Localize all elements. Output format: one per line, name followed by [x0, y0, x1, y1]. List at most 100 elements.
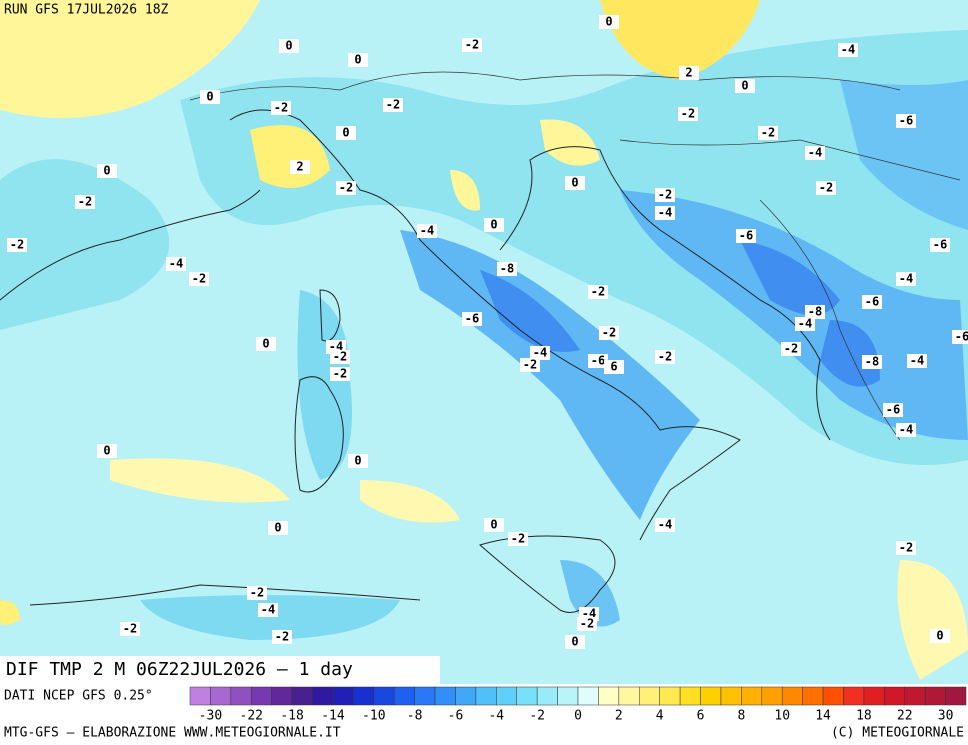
label-box	[896, 272, 916, 286]
label-box	[679, 66, 699, 80]
contour-label: -2	[78, 195, 92, 209]
colorbar-label: -4	[488, 709, 504, 724]
label-box	[838, 43, 858, 57]
contour-label: -6	[465, 312, 479, 326]
contour-label: -6	[899, 114, 913, 128]
colorbar-swatch	[720, 686, 742, 706]
contour-label: -4	[420, 224, 434, 238]
contour-label: 0	[936, 629, 943, 643]
label-box	[166, 257, 186, 271]
contour-label: -8	[865, 355, 879, 369]
contour-label: -4	[798, 317, 812, 331]
field-title: DIF TMP 2 M 06Z22JUL2026 – 1 day	[6, 659, 353, 680]
colorbar-label: -8	[407, 709, 423, 724]
label-box	[484, 218, 504, 232]
label-box	[930, 629, 950, 643]
label-box	[200, 90, 220, 104]
contour-label: 0	[262, 337, 269, 351]
label-box	[930, 238, 950, 252]
label-box	[7, 238, 27, 252]
label-box	[588, 285, 608, 299]
contour-label: -6	[739, 229, 753, 243]
contour-label: 0	[342, 126, 349, 140]
colorbar-swatch	[945, 686, 967, 706]
colorbar-swatch	[924, 686, 946, 706]
colorbar-label: -14	[321, 709, 345, 724]
colorbar-swatch	[761, 686, 783, 706]
colorbar-swatch	[496, 686, 517, 706]
contour-label: 0	[274, 521, 281, 535]
colorbar-swatch	[863, 686, 885, 706]
colorbar: -30 -22 -18 -14 -10 -8 -6 -4 -2 0 2 4 6 8 10 14 18 22 30	[189, 686, 967, 724]
colorbar-swatch	[373, 686, 395, 706]
label-box	[120, 622, 140, 636]
colorbar-swatch	[904, 686, 926, 706]
label-box	[655, 188, 675, 202]
label-box	[348, 454, 368, 468]
contour-label: -4	[910, 354, 924, 368]
contour-label: -2	[333, 367, 347, 381]
label-box	[256, 337, 276, 351]
label-box	[484, 518, 504, 532]
colorbar-swatch	[210, 686, 232, 706]
colorbar-label: -2	[529, 709, 545, 724]
contour-label: -4	[899, 272, 913, 286]
label-box	[330, 367, 350, 381]
colorbar-swatch	[577, 686, 599, 706]
contour-label: -4	[808, 146, 822, 160]
label-box	[896, 541, 916, 555]
contour-label: -2	[10, 238, 24, 252]
colorbar-label: 30	[938, 709, 954, 724]
label-box	[599, 326, 619, 340]
label-box	[678, 107, 698, 121]
label-box	[97, 444, 117, 458]
label-box	[565, 635, 585, 649]
contour-label: -2	[523, 358, 537, 372]
colorbar-swatch	[312, 686, 334, 706]
colorbar-swatch	[598, 686, 620, 706]
source-text: DATI NCEP GFS 0.25°	[4, 689, 153, 704]
contour-label: -2	[899, 541, 913, 555]
colorbar-swatch	[802, 686, 824, 706]
copyright-text: (C) METEOGIORNALE	[831, 726, 964, 741]
label-box	[577, 617, 597, 631]
contour-label: 0	[490, 218, 497, 232]
label-box	[520, 358, 540, 372]
colorbar-swatch	[618, 686, 640, 706]
colorbar-swatch	[414, 686, 436, 706]
label-box	[883, 403, 903, 417]
borders	[189, 71, 961, 441]
colorbar-swatch	[332, 686, 354, 706]
label-box	[462, 312, 482, 326]
contour-label: -4	[658, 518, 672, 532]
colorbar-swatch	[781, 686, 803, 706]
colorbar-swatch	[822, 686, 844, 706]
label-box	[896, 114, 916, 128]
label-box	[655, 518, 675, 532]
contour-label: -2	[784, 342, 798, 356]
contour-label: 0	[490, 518, 497, 532]
label-box	[75, 195, 95, 209]
contour-label: -6	[865, 295, 879, 309]
contour-label: 0	[571, 176, 578, 190]
contour-label: -6	[886, 403, 900, 417]
contour-label: -2	[250, 586, 264, 600]
label-box	[268, 521, 288, 535]
label-box	[271, 101, 291, 115]
contour-label: -2	[591, 285, 605, 299]
contour-label: -2	[339, 181, 353, 195]
run-title: RUN GFS 17JUL2026 18Z	[4, 3, 169, 18]
contour-label: -2	[819, 181, 833, 195]
contour-label: -2	[333, 350, 347, 364]
colorbar-label: -6	[448, 709, 464, 724]
contour-label: -2	[275, 630, 289, 644]
contour-label: -4	[899, 423, 913, 437]
label-box	[279, 39, 299, 53]
colorbar-swatch	[291, 686, 313, 706]
contour-label: -2	[681, 107, 695, 121]
colorbar-label: -30	[199, 709, 222, 724]
contour-label: -2	[386, 98, 400, 112]
contour-label: 2	[296, 160, 303, 174]
